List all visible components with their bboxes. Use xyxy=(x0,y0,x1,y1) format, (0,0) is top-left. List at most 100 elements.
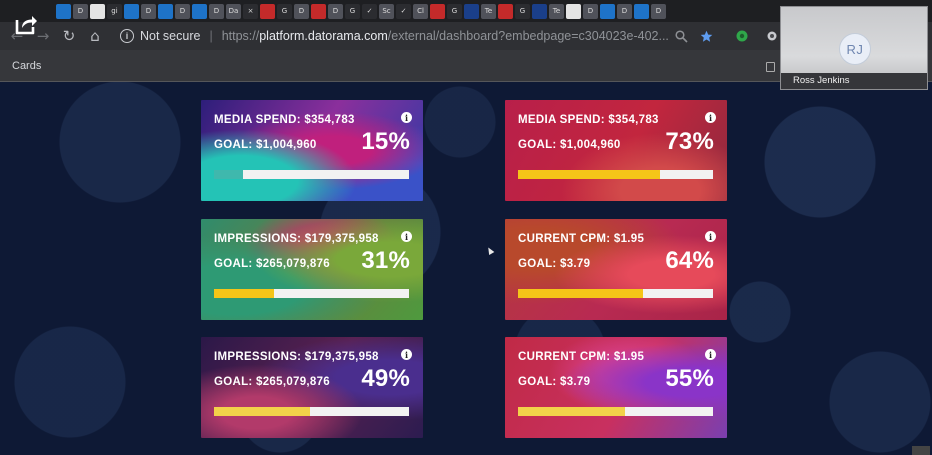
bookmark-cards[interactable]: Cards xyxy=(12,60,42,72)
back-button[interactable]: ← xyxy=(4,23,30,49)
datorama-icon[interactable] xyxy=(311,3,326,19)
progress-track xyxy=(518,407,713,416)
page-icon[interactable] xyxy=(766,62,775,72)
forward-arrow-icon: → xyxy=(36,27,50,45)
magnifier-icon xyxy=(674,29,688,43)
kpi-card: MEDIA SPEND: $354,783 i GOAL: $1,004,960 15… xyxy=(201,100,423,201)
google-icon[interactable]: G xyxy=(447,3,462,19)
close-icon[interactable]: × xyxy=(243,3,258,19)
share-icon xyxy=(15,16,37,35)
card-goal: GOAL: $265,079,876 xyxy=(214,376,330,388)
doc-icon[interactable]: Te xyxy=(481,3,496,19)
back-arrow-icon: ← xyxy=(10,27,24,45)
cloud-icon[interactable] xyxy=(192,3,207,19)
progress-track xyxy=(518,170,713,179)
progress-fill xyxy=(214,170,244,179)
card-title: IMPRESSIONS: $179,375,958 xyxy=(214,233,379,245)
site-info-icon[interactable]: i xyxy=(120,29,134,43)
progress-fill xyxy=(518,289,643,298)
url-field[interactable]: i Not secure | https://platform.datorama… xyxy=(120,25,680,47)
kpi-card: MEDIA SPEND: $354,783 i GOAL: $1,004,960 73… xyxy=(505,100,727,201)
doc-icon[interactable]: D xyxy=(651,3,666,19)
card-title: CURRENT CPM: $1.95 xyxy=(518,233,645,245)
blue-doc-icon[interactable] xyxy=(56,3,71,19)
doc-icon[interactable]: Sc xyxy=(379,3,394,19)
doc-icon[interactable]: D xyxy=(617,3,632,19)
check-icon[interactable]: ✓ xyxy=(396,3,411,19)
participant-name: Ross Jenkins xyxy=(781,73,927,89)
kpi-card: CURRENT CPM: $1.95 i GOAL: $3.79 64% xyxy=(505,219,727,320)
doc-icon[interactable]: D xyxy=(209,3,224,19)
extension-button[interactable] xyxy=(735,29,749,43)
google-icon[interactable]: G xyxy=(515,3,530,19)
info-icon[interactable]: i xyxy=(705,112,716,123)
gmail-icon[interactable]: gi xyxy=(107,3,122,19)
datorama-icon[interactable] xyxy=(260,3,275,19)
info-icon[interactable]: i xyxy=(705,231,716,242)
address-bar: ← → ↻ ⌂ i Not secure | https://platform.… xyxy=(0,22,932,50)
url-separator: | xyxy=(209,29,213,43)
card-percent: 31% xyxy=(361,247,410,274)
info-icon[interactable]: i xyxy=(401,349,412,360)
info-icon[interactable]: i xyxy=(401,231,412,242)
record-icon xyxy=(767,31,777,41)
cloud-icon[interactable] xyxy=(634,3,649,19)
share-button[interactable] xyxy=(6,4,46,44)
progress-track xyxy=(214,407,409,416)
datorama-icon[interactable] xyxy=(430,3,445,19)
card-goal: GOAL: $1,004,960 xyxy=(518,139,621,151)
google-icon[interactable]: G xyxy=(345,3,360,19)
reload-button[interactable]: ↻ xyxy=(56,23,82,49)
card-goal: GOAL: $265,079,876 xyxy=(214,258,330,270)
doc-icon[interactable]: D xyxy=(294,3,309,19)
doc-icon[interactable]: Da xyxy=(226,3,241,19)
card-title: CURRENT CPM: $1.95 xyxy=(518,351,645,363)
google-icon[interactable]: G xyxy=(277,3,292,19)
info-icon[interactable]: i xyxy=(401,112,412,123)
bookmark-star-button[interactable] xyxy=(699,29,713,43)
datorama-icon[interactable] xyxy=(498,3,513,19)
security-label: Not secure xyxy=(140,29,201,43)
progress-track xyxy=(518,289,713,298)
home-icon: ⌂ xyxy=(90,27,100,45)
bookmarks-bar: Cards xyxy=(0,50,932,82)
cloud-icon[interactable] xyxy=(600,3,615,19)
url-scheme: https:// xyxy=(221,29,260,43)
card-goal: GOAL: $1,004,960 xyxy=(214,139,317,151)
cloud-icon[interactable] xyxy=(158,3,173,19)
card-percent: 55% xyxy=(665,365,714,392)
blank-page-icon[interactable] xyxy=(566,3,581,19)
star-icon xyxy=(700,30,712,42)
app-icon[interactable] xyxy=(464,3,479,19)
doc-icon[interactable]: D xyxy=(175,3,190,19)
url-path: /external/dashboard?embedpage=c304023e-4… xyxy=(387,29,669,43)
app-icon[interactable] xyxy=(90,3,105,19)
progress-fill xyxy=(518,407,626,416)
extension-icon xyxy=(736,30,748,42)
app-icon[interactable] xyxy=(532,3,547,19)
doc-icon[interactable]: D xyxy=(328,3,343,19)
cloud-icon[interactable] xyxy=(124,3,139,19)
participant-avatar: RJ xyxy=(839,33,871,65)
card-percent: 15% xyxy=(361,128,410,155)
extension-button-2[interactable] xyxy=(766,29,778,43)
doc-icon[interactable]: Cl xyxy=(413,3,428,19)
zoom-button[interactable] xyxy=(674,29,688,43)
doc-icon[interactable]: D xyxy=(583,3,598,19)
home-button[interactable]: ⌂ xyxy=(82,23,108,49)
progress-track xyxy=(214,170,409,179)
card-title: IMPRESSIONS: $179,375,958 xyxy=(214,351,379,363)
doc-icon[interactable]: Te xyxy=(549,3,564,19)
kpi-card: IMPRESSIONS: $179,375,958 i GOAL: $265,079… xyxy=(201,337,423,438)
forward-button[interactable]: → xyxy=(30,23,56,49)
scroll-handle[interactable] xyxy=(912,446,930,455)
info-icon[interactable]: i xyxy=(705,349,716,360)
card-title: MEDIA SPEND: $354,783 xyxy=(214,114,355,126)
doc-icon[interactable]: D xyxy=(73,3,88,19)
card-percent: 49% xyxy=(361,365,410,392)
doc-icon[interactable]: D xyxy=(141,3,156,19)
card-percent: 64% xyxy=(665,247,714,274)
card-goal: GOAL: $3.79 xyxy=(518,376,591,388)
check-icon[interactable]: ✓ xyxy=(362,3,377,19)
